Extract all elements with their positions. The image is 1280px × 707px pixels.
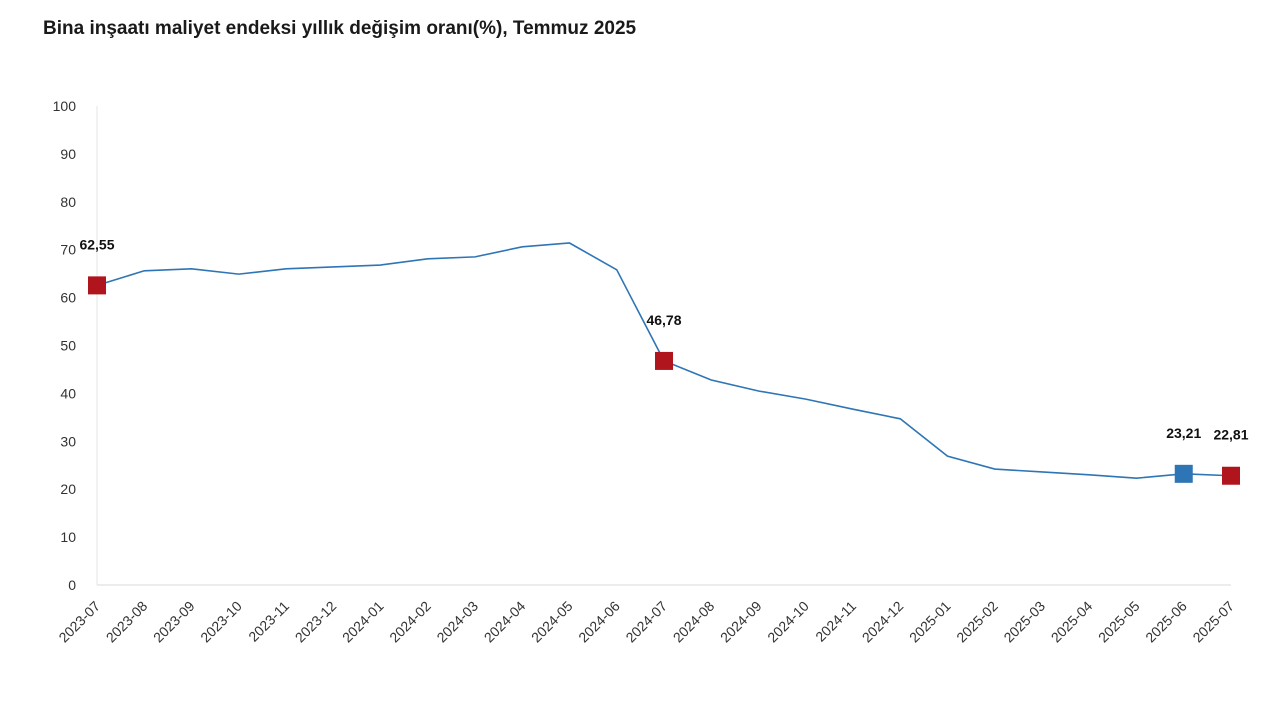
y-tick-label: 0 xyxy=(68,577,76,593)
y-tick-label: 50 xyxy=(60,338,76,354)
x-tick-label: 2024-06 xyxy=(575,598,623,646)
data-marker xyxy=(655,351,673,370)
data-label: 23,21 xyxy=(1166,425,1201,441)
data-marker xyxy=(88,276,106,295)
x-tick-label: 2024-10 xyxy=(764,598,812,646)
x-tick-label: 2024-11 xyxy=(812,598,859,645)
x-tick-label: 2024-05 xyxy=(528,598,576,646)
x-tick-label: 2025-05 xyxy=(1095,598,1143,646)
x-tick-label: 2024-01 xyxy=(339,598,387,646)
x-tick-label: 2024-07 xyxy=(622,598,670,646)
x-tick-label: 2024-09 xyxy=(717,598,765,646)
x-tick-label: 2023-09 xyxy=(150,598,198,646)
x-tick-label: 2023-11 xyxy=(245,598,292,645)
x-tick-label: 2023-12 xyxy=(292,598,340,646)
x-tick-label: 2023-10 xyxy=(197,598,245,646)
x-tick-label: 2025-07 xyxy=(1189,598,1237,646)
y-tick-label: 100 xyxy=(53,98,77,114)
x-tick-label: 2025-01 xyxy=(906,598,954,646)
y-tick-label: 70 xyxy=(60,242,76,258)
y-tick-label: 60 xyxy=(60,290,76,306)
x-tick-label: 2025-06 xyxy=(1142,598,1190,646)
y-tick-label: 30 xyxy=(60,433,76,449)
y-tick-label: 90 xyxy=(60,146,76,162)
y-tick-label: 10 xyxy=(60,529,76,545)
y-tick-label: 40 xyxy=(60,385,76,401)
data-label: 46,78 xyxy=(646,312,681,328)
x-tick-label: 2024-12 xyxy=(859,598,907,646)
x-tick-label: 2024-08 xyxy=(670,598,718,646)
x-tick-label: 2024-04 xyxy=(481,598,529,646)
chart-title: Bina inşaatı maliyet endeksi yıllık deği… xyxy=(43,18,637,39)
x-tick-label: 2025-02 xyxy=(953,598,1001,646)
y-tick-label: 20 xyxy=(60,481,76,497)
data-label: 22,81 xyxy=(1213,427,1248,443)
x-tick-label: 2025-04 xyxy=(1048,598,1096,646)
x-tick-label: 2023-08 xyxy=(103,598,151,646)
data-marker xyxy=(1174,464,1193,483)
x-tick-label: 2024-03 xyxy=(433,598,481,646)
data-marker xyxy=(1222,466,1240,485)
data-label: 62,55 xyxy=(79,236,114,252)
x-tick-label: 2023-07 xyxy=(55,598,103,646)
y-tick-label: 80 xyxy=(60,194,76,210)
x-tick-label: 2025-03 xyxy=(1000,598,1048,646)
x-tick-label: 2024-02 xyxy=(386,598,434,646)
